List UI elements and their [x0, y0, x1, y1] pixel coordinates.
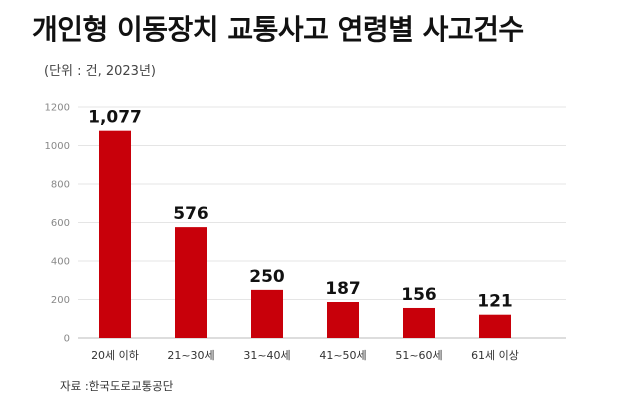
y-tick-label: 1200 [45, 103, 70, 114]
data-label: 121 [477, 292, 513, 312]
bars [99, 130, 511, 338]
data-labels: 1,077 576 250 187 156 121 [88, 108, 513, 312]
x-axis-ticks: 20세 이하 21~30세 31~40세 41~50세 51~60세 61세 이상 [91, 348, 519, 362]
bar [175, 227, 207, 338]
data-label: 250 [249, 267, 285, 287]
source-note: 자료 :한국도로교통공단 [60, 379, 174, 393]
x-tick-label: 21~30세 [167, 349, 214, 362]
x-tick-label: 31~40세 [243, 349, 290, 362]
x-tick-label: 41~50세 [319, 349, 366, 362]
bar [327, 302, 359, 338]
y-tick-label: 200 [51, 295, 70, 306]
x-tick-label: 61세 이상 [471, 349, 519, 362]
x-tick-label: 51~60세 [395, 349, 442, 362]
y-tick-label: 600 [51, 218, 70, 229]
bar [403, 307, 435, 338]
bar [99, 130, 131, 338]
chart-title: 개인형 이동장치 교통사고 연령별 사고건수 [32, 13, 524, 46]
bar [251, 289, 283, 338]
x-tick-label: 20세 이하 [91, 348, 139, 362]
y-tick-label: 0 [64, 334, 70, 345]
data-label: 576 [173, 204, 209, 224]
y-axis-ticks: 0 200 400 600 800 1000 1200 [45, 103, 70, 345]
data-label: 1,077 [88, 108, 142, 128]
y-tick-label: 400 [51, 257, 70, 268]
chart-subtitle: (단위 : 건, 2023년) [44, 64, 156, 79]
data-label: 187 [325, 279, 361, 299]
data-label: 156 [401, 285, 437, 305]
bar [479, 314, 511, 338]
y-tick-label: 800 [51, 180, 70, 191]
y-tick-label: 1000 [45, 141, 70, 152]
